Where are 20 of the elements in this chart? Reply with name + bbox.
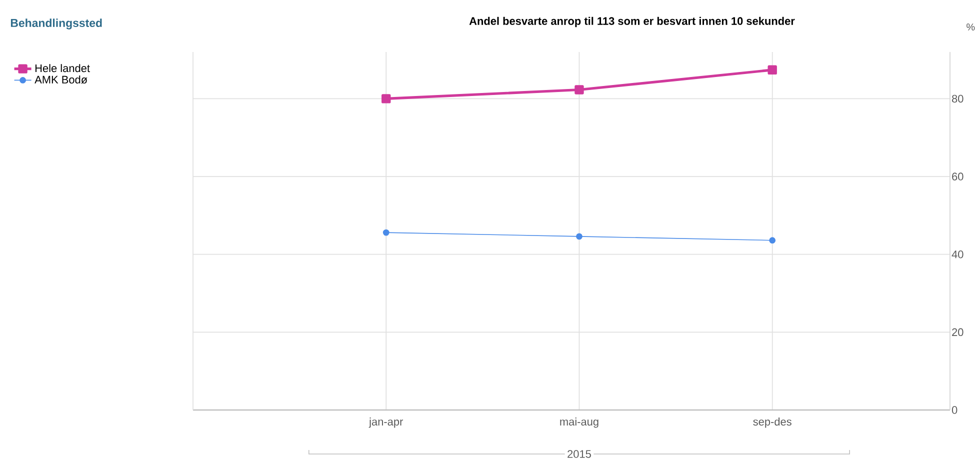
- x-tick-label: sep-des: [753, 418, 792, 428]
- point: [574, 85, 584, 94]
- y-axis-title: %: [966, 24, 975, 30]
- x-tick-label: mai-aug: [560, 418, 598, 428]
- y-tick-label: 40: [952, 250, 964, 258]
- y-tick-label: 60: [952, 172, 964, 180]
- point: [382, 94, 391, 104]
- point: [382, 229, 390, 236]
- x-tick-label: jan-apr: [368, 418, 403, 428]
- legend-title: Behandlingssted: [10, 18, 102, 30]
- x-axis-title: 2015: [568, 450, 591, 458]
- y-tick-label: 20: [952, 328, 964, 336]
- point: [769, 237, 776, 244]
- legend-label: AMK Bodø: [34, 75, 88, 84]
- point: [768, 65, 777, 74]
- y-tick-label: 80: [952, 94, 964, 103]
- chart-title: Andel besvarte anrop til 113 som er besvart innen 10 sekunder: [469, 16, 795, 28]
- legend-label: Hele landet: [35, 64, 90, 72]
- point: [576, 233, 582, 240]
- y-tick-label: 0: [952, 406, 958, 414]
